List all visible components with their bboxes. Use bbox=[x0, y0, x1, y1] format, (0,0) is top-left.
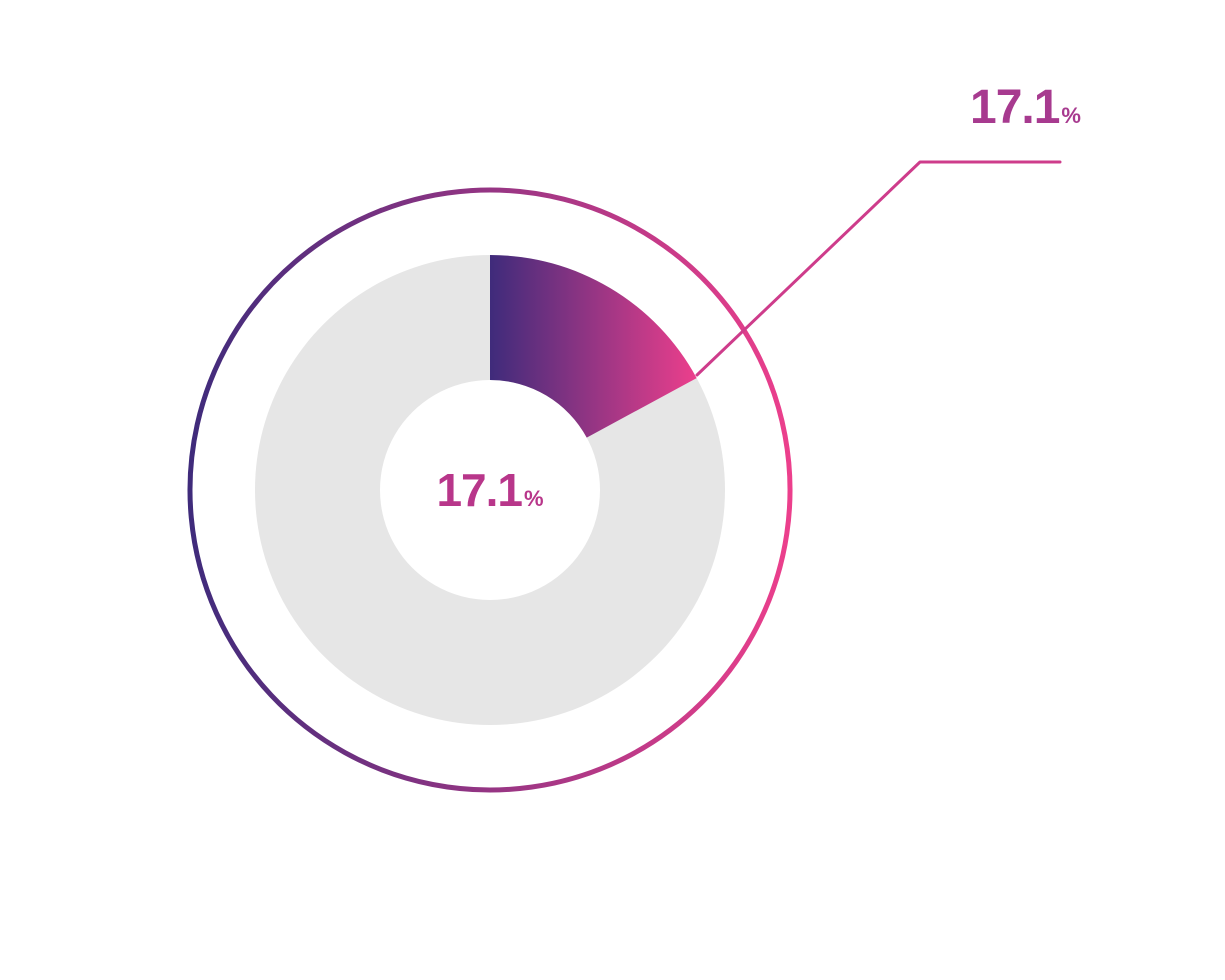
donut-percentage-chart: 17.1% 17.1% bbox=[0, 0, 1225, 980]
center-percentage-value: 17.1 bbox=[436, 464, 522, 516]
center-percentage-label: 17.1% bbox=[436, 463, 543, 517]
center-percentage-unit: % bbox=[524, 486, 544, 511]
callout-percentage-value: 17.1 bbox=[970, 81, 1059, 134]
callout-percentage-unit: % bbox=[1061, 103, 1081, 128]
callout-percentage-label: 17.1% bbox=[970, 80, 1081, 135]
chart-svg bbox=[0, 0, 1225, 980]
